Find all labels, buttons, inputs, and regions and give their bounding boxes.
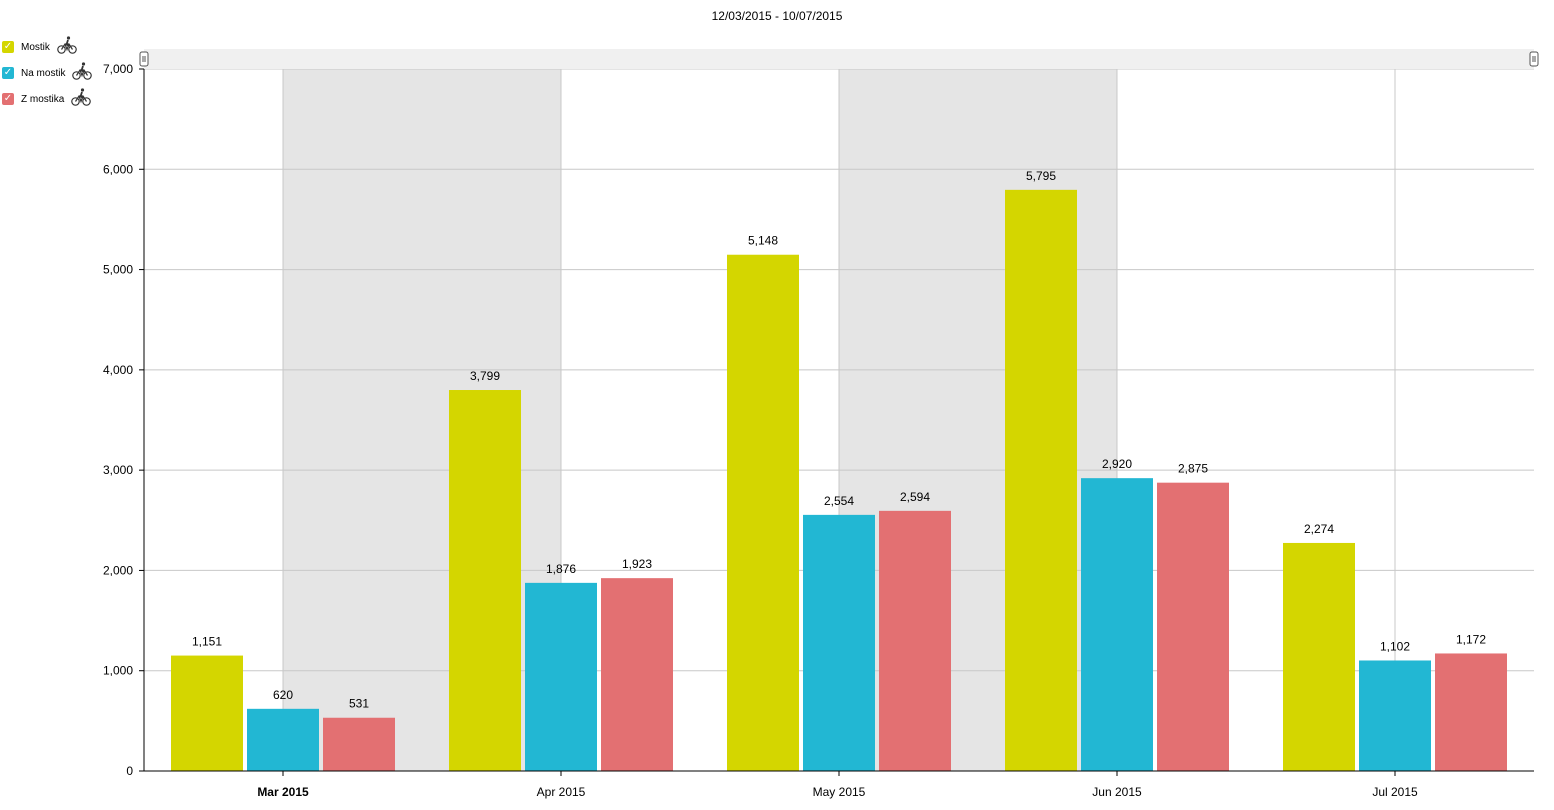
- checkbox-icon[interactable]: ✓: [2, 67, 14, 79]
- x-tick-label: Jun 2015: [1092, 785, 1142, 799]
- legend: ✓ Mostik ✓ Na mostik ✓ Z mostika: [2, 34, 93, 112]
- y-tick-label: 2,000: [103, 563, 133, 577]
- chart-scrollbar[interactable]: [144, 49, 1534, 69]
- data-label: 2,875: [1178, 462, 1208, 476]
- data-label: 2,920: [1102, 457, 1132, 471]
- data-label: 2,554: [824, 494, 854, 508]
- checkbox-icon[interactable]: ✓: [2, 41, 14, 53]
- x-tick-label: Jul 2015: [1372, 785, 1418, 799]
- legend-label: Na mostik: [21, 67, 66, 79]
- bar[interactable]: [247, 708, 319, 771]
- data-label: 1,876: [546, 562, 576, 576]
- data-label: 1,923: [622, 557, 652, 571]
- y-tick-label: 4,000: [103, 363, 133, 377]
- y-tick-label: 7,000: [103, 62, 133, 76]
- bar[interactable]: [1283, 542, 1355, 771]
- legend-item-z-mostika[interactable]: ✓ Z mostika: [2, 86, 92, 112]
- bar[interactable]: [601, 578, 673, 771]
- x-tick-label: Apr 2015: [537, 785, 586, 799]
- bar[interactable]: [879, 510, 951, 771]
- y-tick-label: 6,000: [103, 162, 133, 176]
- data-label: 1,151: [192, 635, 222, 649]
- legend-label: Z mostika: [21, 93, 65, 105]
- legend-item-na-mostik[interactable]: ✓ Na mostik: [2, 60, 93, 86]
- bar[interactable]: [525, 582, 597, 771]
- bar[interactable]: [449, 390, 521, 771]
- bar[interactable]: [1359, 660, 1431, 771]
- bar[interactable]: [1005, 189, 1077, 771]
- scrollbar-handle[interactable]: [1529, 51, 1539, 67]
- y-tick-label: 0: [126, 764, 133, 778]
- x-tick-label: May 2015: [813, 785, 866, 799]
- legend-label: Mostik: [21, 41, 50, 53]
- data-label: 2,274: [1304, 522, 1334, 536]
- bar[interactable]: [323, 717, 395, 771]
- bar[interactable]: [1435, 653, 1507, 771]
- scrollbar-handle[interactable]: [139, 51, 149, 67]
- date-range-title: 12/03/2015 - 10/07/2015: [711, 9, 843, 23]
- data-label: 1,102: [1380, 639, 1410, 653]
- data-label: 531: [349, 697, 369, 711]
- data-label: 620: [273, 688, 293, 702]
- data-label: 2,594: [900, 490, 930, 504]
- legend-item-mostik[interactable]: ✓ Mostik: [2, 34, 92, 60]
- data-label: 3,799: [470, 369, 500, 383]
- bar[interactable]: [1157, 482, 1229, 771]
- y-tick-label: 1,000: [103, 664, 133, 678]
- bicycle-icon: [71, 87, 92, 112]
- bar[interactable]: [727, 254, 799, 772]
- bicycle-icon: [57, 35, 77, 60]
- y-tick-label: 5,000: [103, 263, 133, 277]
- x-tick-label: Mar 2015: [257, 785, 309, 799]
- checkbox-icon[interactable]: ✓: [2, 93, 14, 105]
- bicycle-icon: [72, 61, 93, 86]
- data-label: 1,172: [1456, 632, 1486, 646]
- bar[interactable]: [803, 514, 875, 771]
- bar[interactable]: [1081, 478, 1153, 771]
- bar[interactable]: [171, 655, 243, 771]
- data-label: 5,795: [1026, 169, 1056, 183]
- y-tick-label: 3,000: [103, 463, 133, 477]
- data-label: 5,148: [748, 234, 778, 248]
